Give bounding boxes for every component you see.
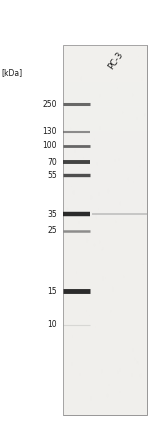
Bar	[63, 329, 147, 335]
Bar	[63, 273, 147, 279]
Bar	[63, 286, 147, 292]
Bar	[63, 162, 147, 168]
Bar	[63, 119, 147, 125]
Bar	[63, 298, 147, 304]
Bar	[63, 378, 147, 384]
Bar	[63, 224, 147, 230]
Bar	[63, 354, 147, 360]
Bar	[63, 391, 147, 397]
Bar	[63, 199, 147, 205]
Bar	[63, 88, 147, 94]
Bar	[63, 45, 147, 51]
Bar	[63, 261, 147, 267]
Bar	[63, 218, 147, 224]
Text: 55: 55	[47, 171, 57, 180]
Bar	[63, 168, 147, 175]
Bar	[63, 255, 147, 261]
Bar	[63, 150, 147, 156]
Bar	[63, 242, 147, 248]
Bar	[63, 106, 147, 112]
Bar	[63, 403, 147, 409]
Bar	[63, 248, 147, 255]
Text: PC-3: PC-3	[106, 50, 125, 71]
Bar	[63, 372, 147, 378]
Bar	[63, 211, 147, 218]
Text: 25: 25	[47, 226, 57, 235]
Bar	[63, 279, 147, 285]
FancyBboxPatch shape	[63, 45, 147, 415]
Bar	[63, 317, 147, 323]
Bar	[63, 384, 147, 391]
Text: 100: 100	[42, 141, 57, 150]
Bar	[63, 101, 147, 106]
Bar	[63, 205, 147, 211]
Text: 35: 35	[47, 210, 57, 219]
Bar	[63, 366, 147, 372]
Bar	[63, 236, 147, 242]
Bar	[63, 323, 147, 329]
Bar	[63, 57, 147, 63]
Text: 10: 10	[47, 320, 57, 329]
Bar	[63, 156, 147, 162]
Bar	[63, 187, 147, 193]
Text: 250: 250	[42, 100, 57, 109]
Bar	[63, 292, 147, 298]
Text: 130: 130	[42, 127, 57, 136]
Bar	[63, 144, 147, 150]
Bar	[63, 335, 147, 341]
Bar	[63, 94, 147, 101]
Bar	[63, 341, 147, 348]
Bar	[63, 137, 147, 144]
Bar	[63, 125, 147, 131]
Bar	[63, 230, 147, 236]
Bar	[63, 360, 147, 366]
Bar	[63, 51, 147, 57]
Bar	[63, 131, 147, 137]
Bar	[63, 310, 147, 317]
Text: 70: 70	[47, 158, 57, 167]
Bar	[63, 175, 147, 181]
Bar	[63, 113, 147, 119]
Bar	[63, 193, 147, 199]
Bar	[63, 82, 147, 88]
Bar	[63, 409, 147, 415]
Bar	[63, 69, 147, 76]
Bar	[63, 397, 147, 403]
Bar	[63, 304, 147, 310]
Bar	[63, 181, 147, 187]
Bar	[63, 63, 147, 69]
Bar	[63, 76, 147, 82]
Text: [kDa]: [kDa]	[2, 68, 23, 78]
Bar	[63, 267, 147, 273]
Bar	[63, 348, 147, 354]
Text: 15: 15	[47, 287, 57, 296]
